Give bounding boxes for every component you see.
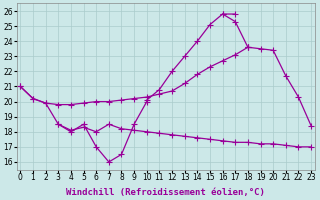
- X-axis label: Windchill (Refroidissement éolien,°C): Windchill (Refroidissement éolien,°C): [66, 188, 265, 197]
